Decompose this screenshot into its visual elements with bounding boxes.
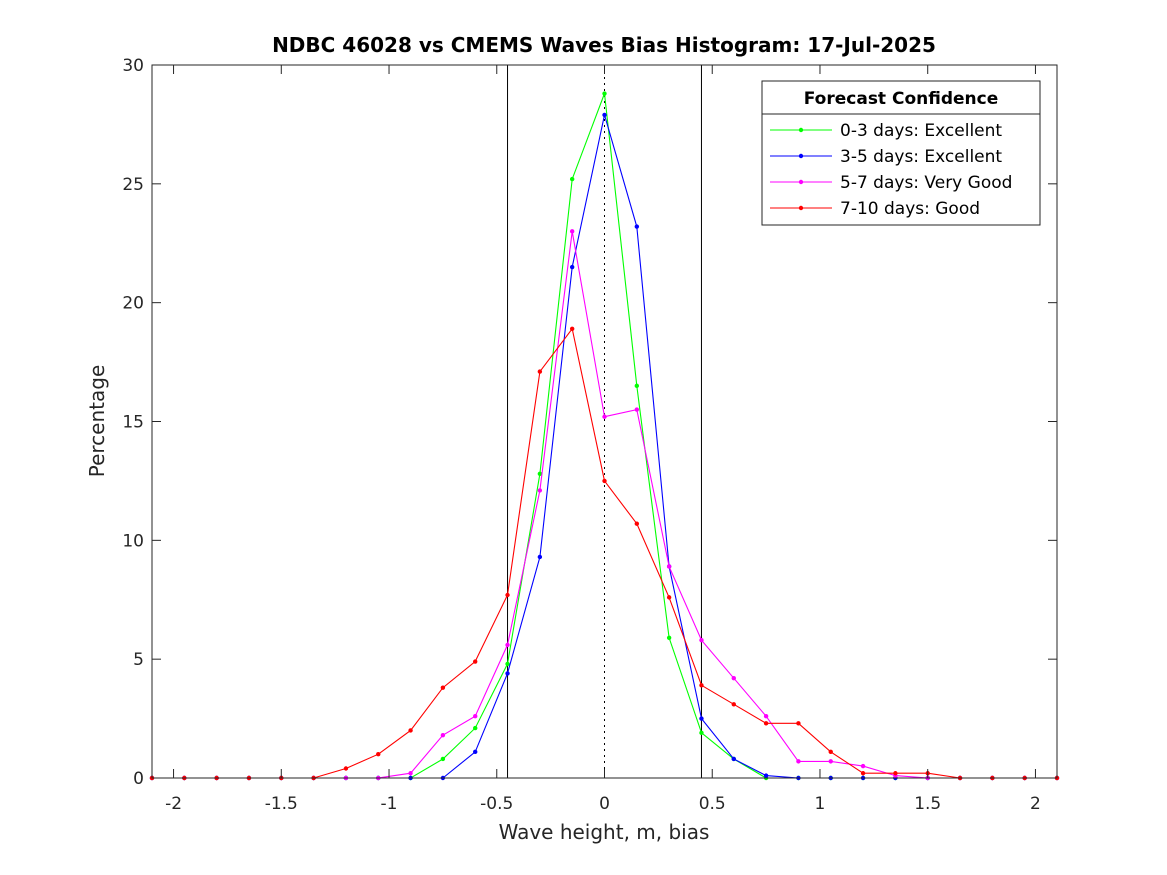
series-3-point <box>408 771 413 776</box>
legend-box <box>761 80 1041 226</box>
series-4-point <box>440 685 446 690</box>
legend: Forecast Confidence 0-3 days: Excellent 3… <box>761 80 1041 226</box>
series-4-point <box>569 326 575 332</box>
series-4-point <box>408 728 413 733</box>
series-1-point <box>602 91 607 96</box>
legend-entry-label: 0-3 days: Excellent <box>840 121 1002 141</box>
series-4-point <box>860 771 866 776</box>
series-4-point <box>602 478 607 484</box>
legend-entry-label: 5-7 days: Very Good <box>840 173 1012 193</box>
x-tick-label: -0.5 <box>480 794 513 814</box>
legend-entry-label: 7-10 days: Good <box>840 199 980 219</box>
series-1-point <box>537 471 543 476</box>
x-tick-label: -2 <box>165 794 182 814</box>
series-4-point <box>473 659 478 664</box>
series-4-point <box>537 369 543 374</box>
series-3-point <box>763 714 769 719</box>
legend-swatch-marker <box>798 153 804 159</box>
series-3-point <box>666 564 672 569</box>
series-1-point <box>699 730 704 736</box>
series-4-point <box>343 766 349 771</box>
series-2-point <box>537 554 543 560</box>
series-2-point <box>505 671 510 676</box>
series-3-point <box>634 407 640 412</box>
series-3-point <box>828 759 833 764</box>
series-4-point <box>731 702 736 707</box>
series-2-point <box>699 716 704 721</box>
series-2-point <box>634 224 640 229</box>
series-2-point <box>763 773 769 778</box>
series-3-point <box>537 488 543 493</box>
series-4-point <box>828 749 833 755</box>
series-1-point <box>569 176 575 182</box>
series-3-point <box>602 414 607 419</box>
series-3-point <box>699 637 704 643</box>
series-4-point <box>376 752 381 757</box>
series-3-point <box>731 675 736 681</box>
series-4-point <box>763 721 769 726</box>
legend-swatch-marker <box>798 179 804 185</box>
series-2-point <box>602 112 607 118</box>
series-4-point <box>505 592 510 598</box>
y-tick-label: 5 <box>133 650 144 670</box>
legend-title: Forecast Confidence <box>804 89 999 109</box>
series-4-point <box>666 595 672 600</box>
x-tick-label: 2 <box>1030 794 1041 814</box>
series-1-point <box>634 383 640 389</box>
y-tick-label: 30 <box>122 56 144 76</box>
x-tick-label: 0 <box>599 794 610 814</box>
series-2-point <box>569 264 575 270</box>
x-axis-label: Wave height, m, bias <box>499 820 710 844</box>
legend-swatch-marker <box>798 205 804 211</box>
x-tick-label: 1 <box>815 794 826 814</box>
series-3-point <box>569 229 575 234</box>
series-3-point <box>505 642 510 648</box>
series-3-point <box>860 763 866 769</box>
chart-title: NDBC 46028 vs CMEMS Waves Bias Histogram… <box>272 33 936 57</box>
series-4-point <box>634 521 640 526</box>
series-1-point <box>473 725 478 731</box>
x-tick-label: 0.5 <box>699 794 726 814</box>
series-3-point <box>796 759 801 764</box>
y-tick-label: 10 <box>122 531 144 551</box>
y-axis-label: Percentage <box>85 365 109 478</box>
y-tick-label: 20 <box>122 294 144 314</box>
series-3-point <box>440 733 446 738</box>
series-4-point <box>893 771 898 776</box>
axes-box <box>151 64 1058 779</box>
legend-entry-label: 3-5 days: Excellent <box>840 147 1002 167</box>
series-1-point <box>505 661 510 667</box>
x-tick-label: 1.5 <box>914 794 941 814</box>
series-3-point <box>473 714 478 719</box>
series-1-point <box>440 756 446 762</box>
x-tick-label: -1.5 <box>265 794 298 814</box>
series-2-point <box>473 749 478 755</box>
y-tick-label: 15 <box>122 413 144 433</box>
series-4-point <box>699 683 704 688</box>
legend-swatch-marker <box>798 127 804 133</box>
y-tick-label: 25 <box>122 175 144 195</box>
y-tick-label: 0 <box>133 769 144 789</box>
series-4-point <box>796 721 801 726</box>
series-2-point <box>731 756 736 762</box>
series-1-point <box>666 635 672 640</box>
x-tick-label: -1 <box>381 794 398 814</box>
